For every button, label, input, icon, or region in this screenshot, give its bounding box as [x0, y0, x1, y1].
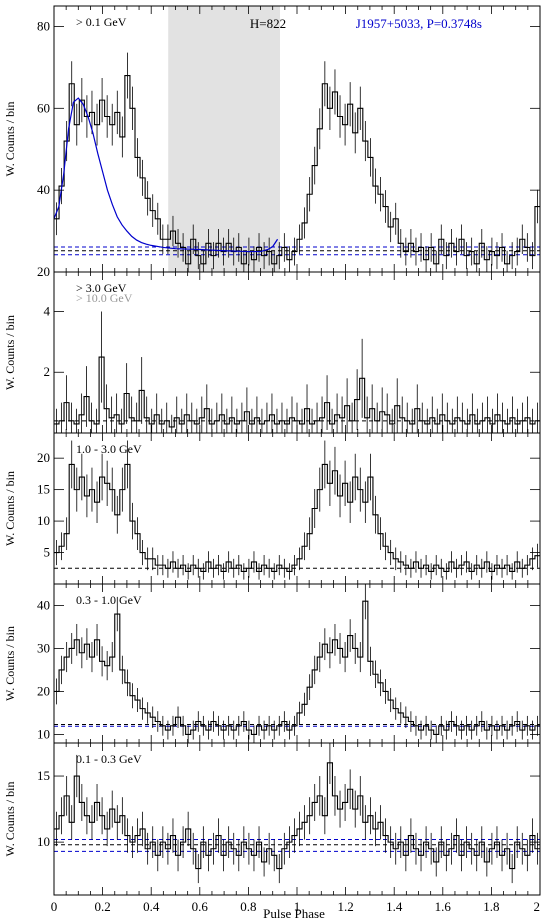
y-tick-label: 10 — [37, 726, 50, 741]
panel-frame — [53, 5, 541, 273]
histogram-steps — [54, 600, 540, 735]
panel-plot-area-1 — [54, 311, 540, 433]
y-tick-label: 4 — [44, 303, 51, 318]
y-tick-label: 20 — [37, 450, 50, 465]
y-axis-label: W. Counts / bin — [3, 782, 17, 857]
y-axis-label: W. Counts / bin — [3, 102, 17, 177]
x-tick-label: 0.6 — [192, 899, 209, 914]
panels-group: 20 40 60 80 > 0.1 GeV W. Counts / bin 2 4 > 3.0 … — [3, 5, 541, 896]
x-tick-label: 0.2 — [94, 899, 110, 914]
panel-energy-label: > 0.1 GeV — [76, 15, 127, 29]
fit-curve — [54, 97, 279, 253]
x-tick-label: 1 — [294, 899, 301, 914]
x-tick-label: 1.2 — [337, 899, 353, 914]
y-tick-label: 10 — [37, 513, 50, 528]
histogram-steps — [54, 762, 540, 870]
x-tick-label: 0.4 — [143, 899, 160, 914]
y-tick-label: 30 — [37, 640, 50, 655]
y-tick-label: 20 — [37, 683, 50, 698]
x-tick-label: 0 — [51, 899, 58, 914]
y-tick-label: 15 — [37, 768, 50, 783]
y-tick-label: 10 — [37, 834, 50, 849]
panel-energy-label: 0.3 - 1.0 GeV — [76, 593, 142, 607]
y-axis-label: W. Counts / bin — [3, 471, 17, 546]
panel-1: 2 4 > 3.0 GeV> 10.0 GeV W. Counts / bin — [3, 271, 541, 434]
y-axis-label: W. Counts / bin — [3, 626, 17, 701]
panel-3: 10 20 30 40 0.3 - 1.0 GeV W. Counts / bin — [3, 583, 541, 744]
y-tick-label: 20 — [37, 264, 50, 279]
shaded-phase-region — [168, 6, 280, 272]
panel-energy-label-secondary: > 10.0 GeV — [76, 291, 133, 305]
y-axis-label: W. Counts / bin — [3, 315, 17, 390]
x-axis-label: Pulse Phase — [263, 906, 325, 921]
y-tick-label: 2 — [44, 364, 51, 379]
histogram-steps — [54, 75, 540, 265]
x-tick-label: 2 — [534, 899, 541, 914]
y-tick-label: 60 — [37, 100, 50, 115]
y-tick-label: 80 — [37, 18, 50, 33]
panel-plot-area-2 — [54, 440, 540, 580]
panel-energy-label: 0.1 - 0.3 GeV — [76, 752, 142, 766]
histogram-steps — [54, 463, 540, 572]
x-tick-label: 1.4 — [386, 899, 403, 914]
panel-0: 20 40 60 80 > 0.1 GeV W. Counts / bin — [3, 5, 541, 279]
h-statistic-label: H=822 — [250, 16, 286, 31]
panel-energy-label: 1.0 - 3.0 GeV — [76, 442, 142, 456]
y-tick-label: 5 — [44, 545, 51, 560]
panel-plot-area-0 — [54, 6, 540, 272]
y-tick-label: 40 — [37, 182, 50, 197]
x-tick-label: 0.8 — [240, 899, 256, 914]
y-tick-label: 15 — [37, 482, 50, 497]
panel-2: 5 10 15 20 1.0 - 3.0 GeV W. Counts / bin — [3, 432, 541, 585]
x-tick-label: 1.6 — [435, 899, 452, 914]
x-tick-label: 1.8 — [483, 899, 499, 914]
pulsar-label: J1957+5033, P=0.3748s — [356, 16, 482, 31]
panel-energy-label: > 3.0 GeV — [76, 281, 127, 295]
x-tick-labels: 0 0.2 0.4 0.6 0.8 1 1.2 1.4 1.6 1.8 2 — [51, 899, 540, 914]
panel-4: 10 15 0.1 - 0.3 GeV W. Counts / bin — [3, 742, 541, 896]
panel-plot-area-3 — [54, 584, 540, 743]
y-tick-label: 40 — [37, 597, 50, 612]
panel-plot-area-4 — [54, 743, 540, 884]
